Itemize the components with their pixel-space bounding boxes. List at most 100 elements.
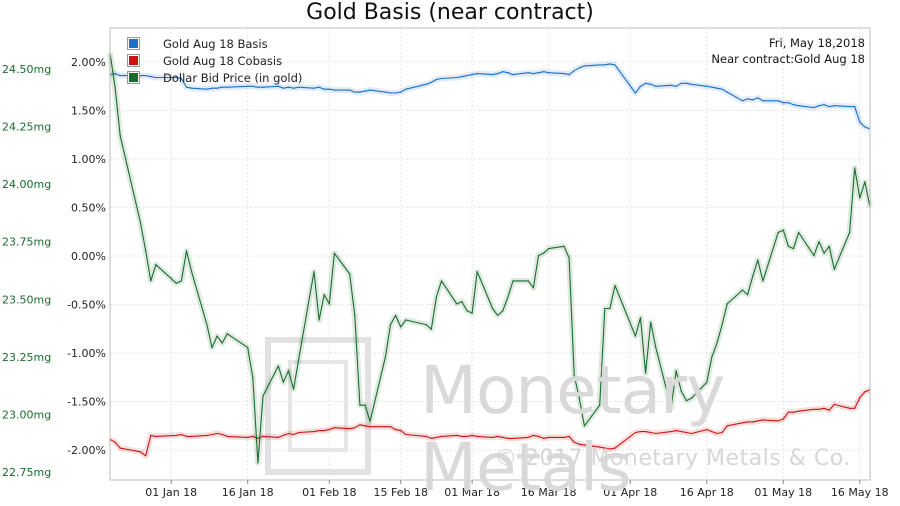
series-cobasis-point <box>690 432 693 435</box>
series-basis-point <box>277 85 279 87</box>
series-cobasis-point <box>497 435 499 437</box>
watermark-copyright: © 2017 Monetary Metals & Co. <box>495 446 851 471</box>
series-basis-point <box>221 86 223 88</box>
series-basis-point <box>849 106 851 108</box>
series-cobasis-point <box>119 447 121 449</box>
series-basis-point <box>287 86 290 88</box>
series-basis-point <box>211 87 213 89</box>
series-dollar-point <box>864 181 866 183</box>
series-cobasis-point <box>532 434 535 436</box>
series-basis-point <box>721 88 723 90</box>
series-layer <box>107 52 873 466</box>
series-basis-point <box>384 91 386 93</box>
series-basis-point <box>140 75 142 77</box>
series-basis-point <box>609 63 611 65</box>
series-cobasis-point <box>568 435 570 437</box>
series-dollar-point <box>680 390 682 392</box>
series-basis-point <box>349 89 351 91</box>
series-cobasis-point <box>864 391 866 393</box>
series-cobasis-point <box>792 411 795 413</box>
x-axis-tick-label: 01 May 18 <box>754 486 812 499</box>
series-cobasis-point <box>354 427 356 429</box>
series-basis-point <box>502 71 504 73</box>
series-cobasis-point <box>430 437 432 439</box>
series-cobasis-point <box>752 421 754 423</box>
series-dollar-point <box>828 245 830 247</box>
series-basis-point <box>492 74 494 76</box>
series-dollar-point <box>502 310 504 312</box>
series-dollar-point <box>206 324 208 326</box>
series-cobasis-point <box>282 434 284 436</box>
right-axis-tick-label: -2.00% <box>67 444 106 457</box>
legend-item-cobasis[interactable]: Gold Aug 18 Cobasis <box>118 52 302 69</box>
series-basis-point <box>645 82 647 84</box>
series-cobasis-point <box>716 432 718 435</box>
series-cobasis-point <box>262 435 264 437</box>
series-cobasis-point <box>741 422 744 424</box>
series-dollar-point <box>456 303 458 305</box>
series-dollar-point <box>854 167 856 169</box>
right-axis-tick-label: -1.50% <box>67 396 106 409</box>
series-cobasis-point <box>685 431 688 434</box>
left-axis-tick-label: 23.25mg <box>2 351 51 364</box>
series-dollar-point <box>282 381 284 383</box>
series-basis-point <box>782 102 784 104</box>
series-basis-point <box>787 102 790 104</box>
series-dollar-point <box>716 342 718 344</box>
left-axis-tick-label: 24.25mg <box>2 121 51 134</box>
series-dollar-point <box>634 335 637 337</box>
series-dollar-point <box>798 231 800 234</box>
series-cobasis-point <box>782 418 784 420</box>
left-axis-tick-label: 23.75mg <box>2 236 51 249</box>
series-cobasis-point <box>435 436 437 438</box>
series-dollar-point <box>609 307 611 310</box>
series-basis-point <box>706 85 708 87</box>
legend-swatch-cobasis <box>127 54 140 67</box>
series-basis-point <box>114 73 116 75</box>
series-cobasis-point <box>706 429 708 431</box>
series-cobasis-point <box>849 407 851 409</box>
series-dollar-point <box>191 271 193 273</box>
series-dollar-point <box>435 296 437 298</box>
series-basis-point <box>599 64 601 66</box>
series-basis-point <box>639 85 642 87</box>
series-cobasis-point <box>543 437 545 439</box>
series-cobasis-point <box>252 435 254 437</box>
series-dollar-point <box>349 273 351 275</box>
series-dollar-point <box>461 301 463 303</box>
legend-item-dollar[interactable]: Dollar Bid Price (in gold) <box>118 69 302 86</box>
series-dollar-point <box>762 280 764 282</box>
series-dollar-point <box>670 406 672 409</box>
series-cobasis-point <box>828 409 830 411</box>
series-basis-point <box>507 72 509 74</box>
series-cobasis-point <box>257 437 259 439</box>
x-axis-tick-label: 16 Mar 18 <box>521 486 577 499</box>
series-basis-point <box>823 104 825 106</box>
series-cobasis-point <box>364 425 366 427</box>
series-dollar-point <box>492 307 494 310</box>
series-cobasis-point <box>333 427 335 429</box>
series-basis-point <box>497 73 499 75</box>
series-cobasis-point <box>726 425 728 427</box>
grid-lines <box>110 28 870 480</box>
series-basis-point <box>395 92 397 94</box>
series-basis-point <box>818 105 820 107</box>
legend-item-basis[interactable]: Gold Aug 18 Basis <box>118 35 302 52</box>
series-dollar-point <box>777 231 779 234</box>
series-dollar-point <box>512 280 514 282</box>
left-axis-tick-label: 24.50mg <box>2 63 51 76</box>
series-basis-point <box>333 89 335 91</box>
series-basis-point <box>741 100 744 102</box>
watermark-logo <box>265 337 371 475</box>
series-cobasis-point <box>247 436 249 438</box>
series-basis-point <box>216 87 218 89</box>
series-cobasis-point <box>180 433 182 436</box>
series-cobasis-point <box>150 434 152 436</box>
series-dollar-point <box>859 197 861 199</box>
series-cobasis-point <box>604 447 606 449</box>
series-dollar-point <box>277 365 279 367</box>
date-info: Fri, May 18,2018 <box>769 36 865 50</box>
series-basis-point <box>155 76 157 79</box>
left-axis-tick-label: 22.75mg <box>2 466 51 479</box>
series-dollar-point <box>298 358 300 360</box>
